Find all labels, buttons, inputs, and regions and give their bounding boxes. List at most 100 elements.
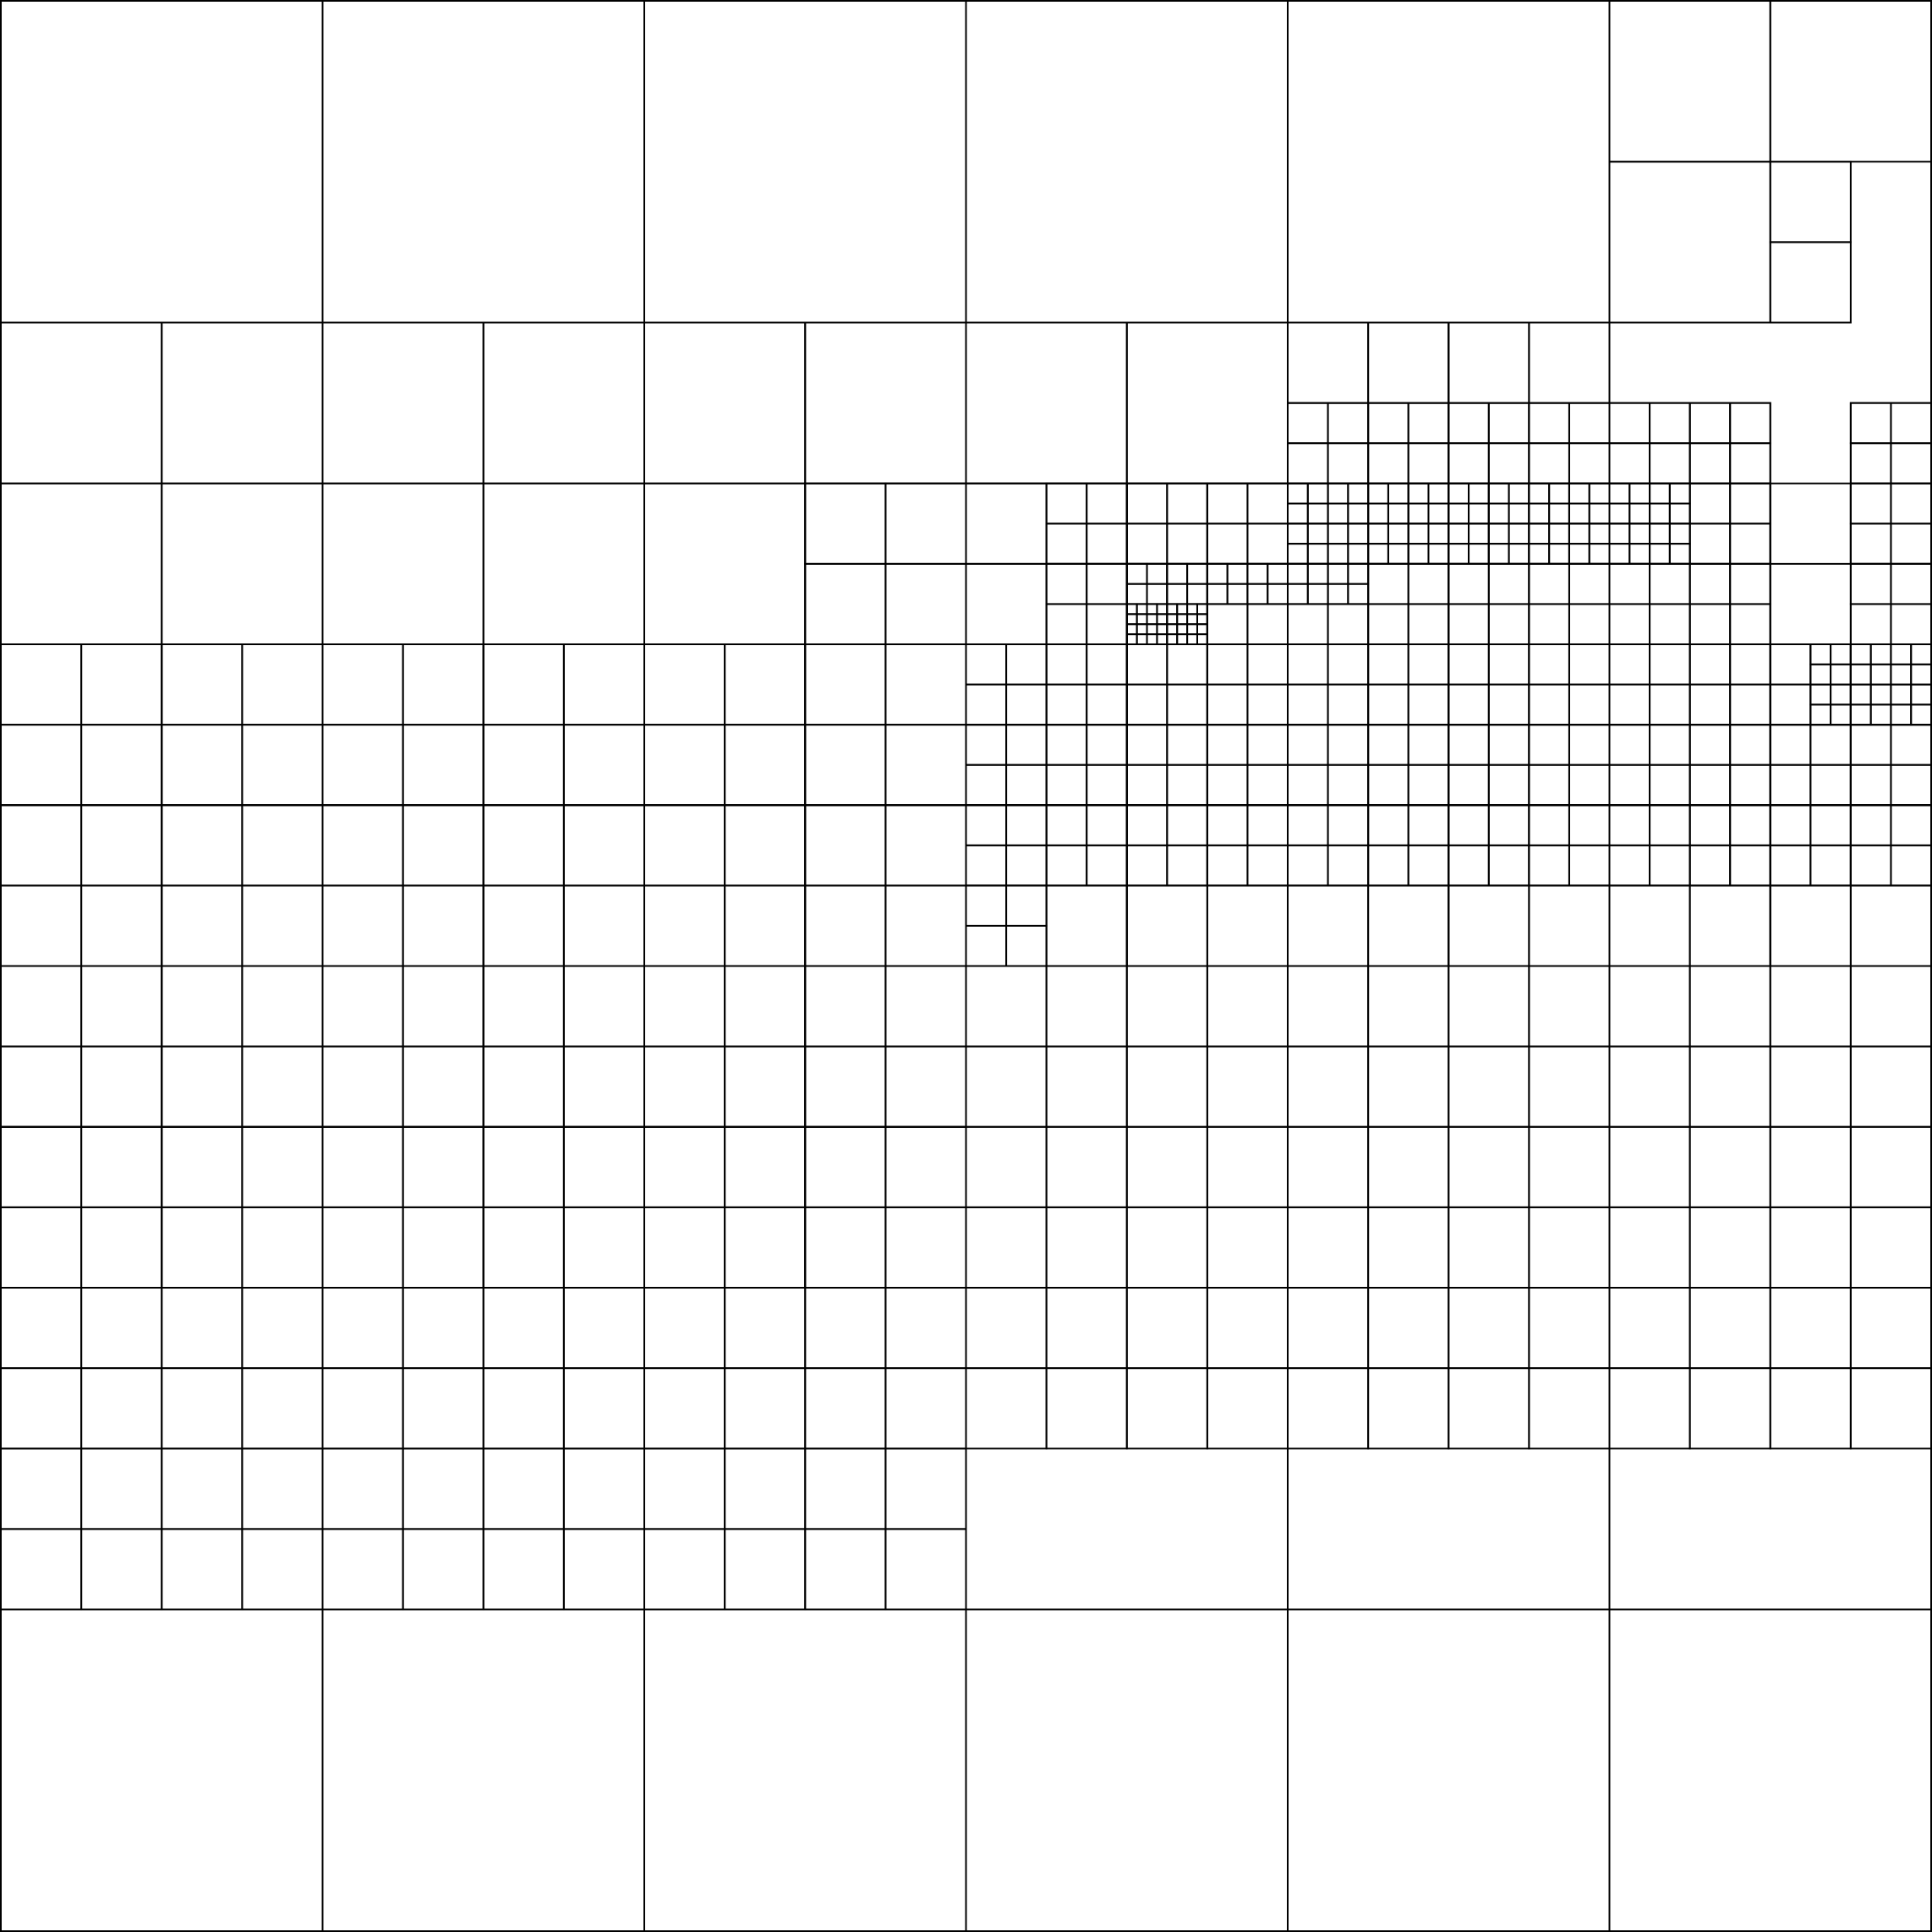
mesh-cell bbox=[241, 1045, 324, 1128]
mesh-cell bbox=[1206, 1206, 1289, 1289]
mesh-cell bbox=[1136, 623, 1148, 636]
mesh-cell bbox=[402, 1528, 484, 1611]
mesh-cell bbox=[482, 643, 565, 726]
mesh-cell bbox=[161, 643, 244, 726]
mesh-cell bbox=[724, 1045, 807, 1128]
mesh-cell bbox=[1367, 643, 1409, 686]
mesh-cell bbox=[965, 562, 1048, 646]
mesh-cell bbox=[965, 1608, 1289, 1932]
mesh-cell bbox=[1327, 543, 1349, 565]
mesh-cell bbox=[884, 482, 967, 565]
mesh-cell bbox=[643, 884, 726, 967]
mesh-cell bbox=[1125, 1287, 1208, 1370]
mesh-cell bbox=[884, 965, 967, 1048]
mesh-cell bbox=[1176, 603, 1189, 616]
mesh-cell bbox=[1890, 763, 1932, 807]
mesh-cell bbox=[1528, 965, 1611, 1048]
mesh-cell bbox=[1407, 402, 1450, 445]
mesh-cell bbox=[1206, 965, 1289, 1048]
mesh-cell bbox=[1487, 763, 1530, 807]
mesh-cell bbox=[482, 1045, 565, 1128]
mesh-cell bbox=[1608, 643, 1651, 686]
mesh-cell bbox=[1367, 1287, 1450, 1370]
mesh-cell bbox=[0, 1528, 83, 1611]
mesh-cell bbox=[804, 724, 887, 807]
mesh-cell bbox=[1568, 402, 1611, 445]
mesh-cell bbox=[1327, 683, 1370, 726]
mesh-cell bbox=[643, 724, 726, 807]
mesh-cell bbox=[402, 884, 484, 967]
mesh-cell bbox=[241, 1125, 324, 1208]
mesh-cell bbox=[965, 1287, 1048, 1370]
mesh-cell bbox=[965, 924, 1008, 967]
mesh-cell bbox=[804, 321, 967, 484]
mesh-cell bbox=[1649, 562, 1691, 605]
mesh-cell bbox=[1045, 523, 1088, 565]
mesh-cell bbox=[1528, 562, 1570, 605]
mesh-cell bbox=[1045, 482, 1088, 525]
mesh-cell bbox=[1890, 643, 1913, 665]
mesh-cell bbox=[1628, 482, 1651, 505]
mesh-cell bbox=[161, 1287, 244, 1370]
mesh-cell bbox=[1608, 804, 1651, 846]
mesh-cell bbox=[1166, 724, 1208, 766]
mesh-cell bbox=[482, 1287, 565, 1370]
mesh-cell bbox=[1045, 562, 1088, 605]
mesh-cell bbox=[1910, 643, 1932, 665]
mesh-cell bbox=[1045, 1367, 1128, 1450]
mesh-cell bbox=[965, 844, 1008, 887]
mesh-cell bbox=[1849, 643, 1872, 665]
mesh-cell bbox=[1608, 562, 1651, 605]
mesh-cell bbox=[884, 1125, 967, 1208]
mesh-cell bbox=[1306, 543, 1329, 565]
mesh-cell bbox=[161, 884, 244, 967]
mesh-cell bbox=[321, 1448, 404, 1530]
mesh-cell bbox=[1206, 884, 1289, 967]
mesh-cell bbox=[1287, 643, 1329, 686]
mesh-cell bbox=[1125, 643, 1169, 686]
mesh-cell bbox=[965, 884, 1008, 927]
mesh-cell bbox=[1156, 613, 1169, 626]
mesh-cell bbox=[1528, 804, 1570, 846]
mesh-cell bbox=[804, 562, 887, 646]
mesh-cell bbox=[402, 1367, 484, 1450]
mesh-cell bbox=[1508, 543, 1530, 565]
mesh-cell bbox=[1890, 402, 1932, 445]
mesh-cell bbox=[1468, 543, 1490, 565]
mesh-cell bbox=[965, 0, 1289, 324]
mesh-cell bbox=[1608, 1287, 1691, 1370]
mesh-cell bbox=[1206, 583, 1229, 605]
mesh-cell bbox=[562, 1125, 646, 1208]
mesh-cell bbox=[1568, 502, 1590, 525]
mesh-cell bbox=[321, 965, 404, 1048]
mesh-cell bbox=[1327, 603, 1370, 646]
mesh-cell bbox=[1849, 703, 1872, 726]
mesh-cell bbox=[1086, 562, 1128, 605]
mesh-cell bbox=[1176, 613, 1189, 626]
mesh-cell bbox=[1608, 884, 1691, 967]
mesh-cell bbox=[1729, 724, 1771, 766]
mesh-cell bbox=[1508, 482, 1530, 505]
mesh-cell bbox=[1287, 1367, 1370, 1450]
mesh-cell bbox=[161, 1206, 244, 1289]
mesh-cell bbox=[1367, 1125, 1450, 1208]
mesh-cell bbox=[1910, 683, 1932, 706]
mesh-cell bbox=[1890, 442, 1932, 484]
mesh-cell bbox=[1086, 804, 1128, 846]
mesh-cell bbox=[1287, 965, 1370, 1048]
mesh-cell bbox=[1448, 1045, 1530, 1128]
mesh-cell bbox=[724, 884, 807, 967]
mesh-cell bbox=[1327, 502, 1349, 525]
mesh-cell bbox=[1688, 523, 1732, 565]
mesh-cell bbox=[1146, 603, 1158, 616]
mesh-cell bbox=[1086, 683, 1128, 726]
mesh-cell bbox=[965, 1045, 1048, 1128]
mesh-cell bbox=[482, 965, 565, 1048]
mesh-cell bbox=[1086, 844, 1128, 887]
mesh-cell bbox=[0, 321, 163, 484]
mesh-cell bbox=[1206, 683, 1249, 726]
mesh-cell bbox=[321, 482, 484, 645]
mesh-cell bbox=[1649, 804, 1691, 846]
mesh-cell bbox=[1166, 613, 1179, 626]
mesh-cell bbox=[241, 1287, 324, 1370]
